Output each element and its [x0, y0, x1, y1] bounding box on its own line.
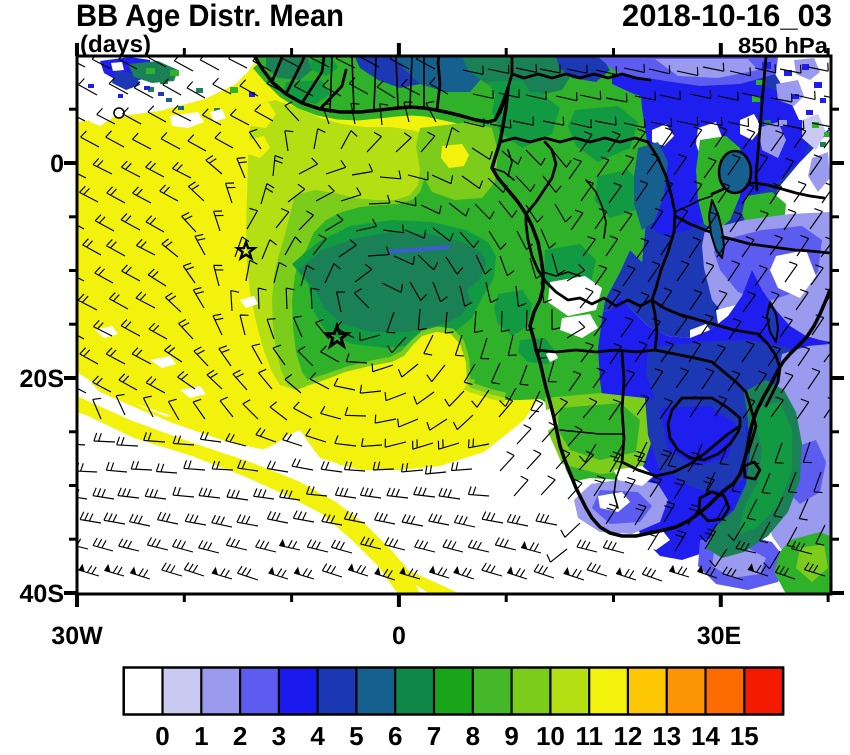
svg-text:13: 13 — [652, 721, 681, 750]
svg-text:5: 5 — [349, 721, 363, 750]
svg-text:20S: 20S — [20, 365, 64, 393]
svg-text:0: 0 — [50, 150, 64, 178]
svg-text:30W: 30W — [51, 622, 103, 650]
svg-text:6: 6 — [388, 721, 402, 750]
svg-text:2018-10-16_03: 2018-10-16_03 — [622, 0, 832, 33]
svg-text:(days): (days) — [80, 31, 151, 58]
svg-text:15: 15 — [730, 721, 759, 750]
svg-text:12: 12 — [613, 721, 642, 750]
svg-text:BB Age Distr. Mean: BB Age Distr. Mean — [76, 0, 344, 33]
svg-text:2: 2 — [233, 721, 247, 750]
svg-text:10: 10 — [536, 721, 565, 750]
svg-text:0: 0 — [392, 622, 406, 650]
svg-text:8: 8 — [466, 721, 480, 750]
svg-text:850 hPa: 850 hPa — [738, 33, 829, 58]
svg-text:7: 7 — [427, 721, 441, 750]
svg-text:1: 1 — [194, 721, 208, 750]
svg-text:9: 9 — [504, 721, 518, 750]
svg-text:4: 4 — [310, 721, 325, 750]
svg-text:3: 3 — [272, 721, 286, 750]
svg-text:40S: 40S — [20, 580, 64, 608]
svg-text:30E: 30E — [697, 622, 741, 650]
svg-text:11: 11 — [575, 721, 603, 750]
svg-text:0: 0 — [155, 721, 169, 750]
svg-text:14: 14 — [691, 721, 720, 750]
